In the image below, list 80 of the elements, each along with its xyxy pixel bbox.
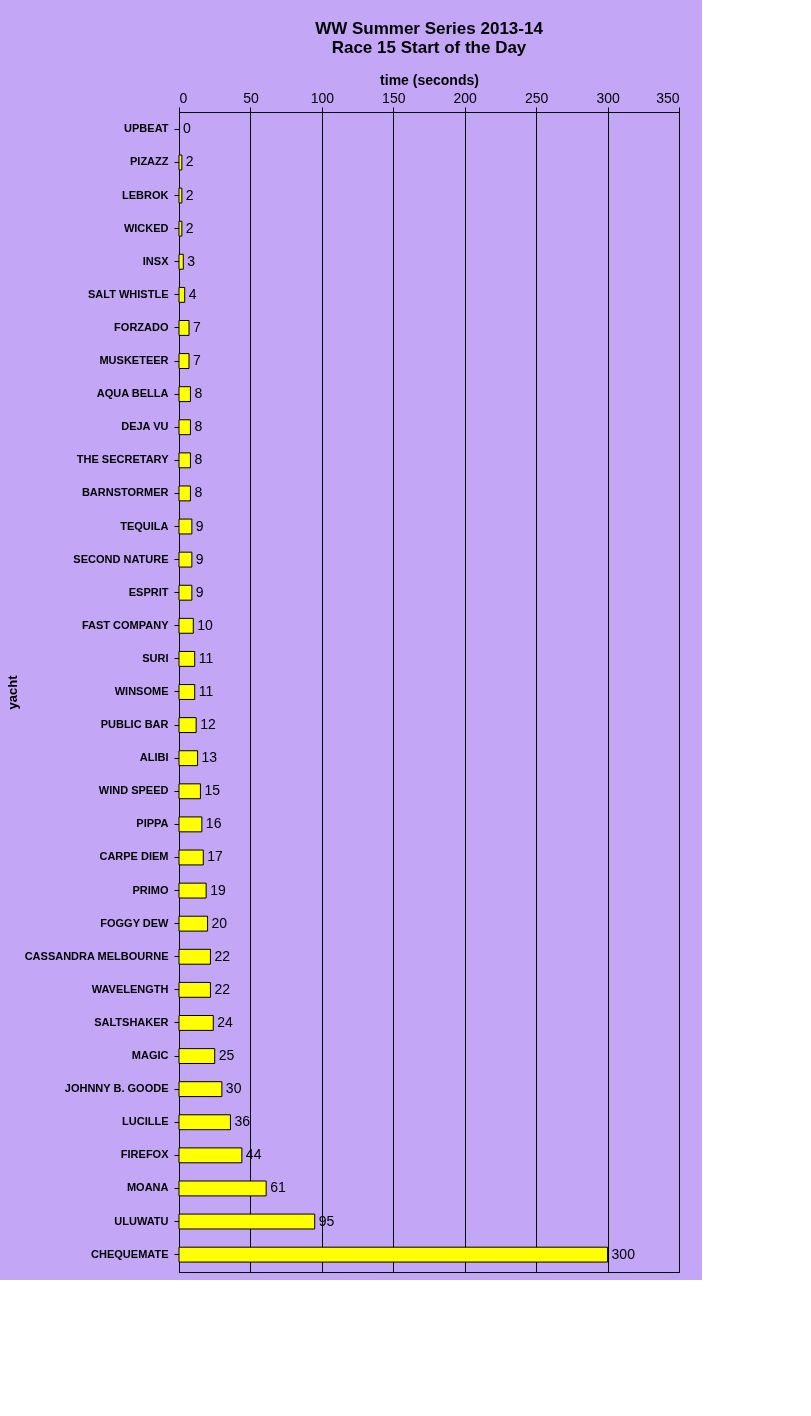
y-tick-label: ESPRIT bbox=[128, 585, 169, 598]
data-label: 22 bbox=[214, 980, 231, 997]
y-tick-label: SURI bbox=[142, 651, 169, 664]
y-tick-label: FORZADO bbox=[114, 320, 169, 333]
y-tick-label: FAST COMPANY bbox=[81, 618, 170, 631]
data-label: 8 bbox=[194, 385, 203, 402]
y-tick-label: INSX bbox=[142, 254, 170, 267]
data-label: 24 bbox=[217, 1013, 234, 1030]
y-tick-label: UPBEAT bbox=[124, 122, 169, 135]
data-label: 11 bbox=[198, 683, 214, 699]
y-tick-label: CHEQUEMATE bbox=[91, 1247, 169, 1260]
y-tick-label: CARPE DIEM bbox=[99, 850, 169, 863]
y-tick-label: PIZAZZ bbox=[130, 155, 169, 168]
data-label: 9 bbox=[195, 550, 204, 567]
y-tick-label: CASSANDRA MELBOURNE bbox=[24, 949, 169, 962]
data-label: 0 bbox=[183, 120, 191, 137]
data-label: 30 bbox=[225, 1080, 242, 1097]
y-tick-label: WIND SPEED bbox=[98, 784, 169, 797]
data-label: 15 bbox=[204, 782, 221, 799]
data-label: 300 bbox=[611, 1245, 636, 1262]
data-label: 19 bbox=[210, 881, 226, 898]
data-label: 22 bbox=[214, 947, 231, 964]
y-tick-label: DEJA VU bbox=[121, 420, 169, 433]
y-tick-label: MOANA bbox=[126, 1181, 169, 1194]
data-label: 36 bbox=[234, 1113, 251, 1130]
x-tick-label: 100 bbox=[310, 89, 335, 106]
y-tick-label: ALIBI bbox=[139, 751, 169, 764]
data-label: 9 bbox=[195, 583, 204, 600]
y-tick-label: SALT WHISTLE bbox=[88, 287, 169, 300]
y-tick-label: PUBLIC BAR bbox=[100, 718, 169, 731]
y-tick-label: THE SECRETARY bbox=[76, 453, 170, 466]
data-label: 4 bbox=[188, 285, 197, 302]
text: WW Summer Series 2013-14 bbox=[315, 19, 543, 38]
data-label: 12 bbox=[200, 716, 216, 733]
x-tick-label: 200 bbox=[453, 89, 478, 106]
x-tick-label: 150 bbox=[382, 89, 406, 106]
data-label: 2 bbox=[185, 219, 194, 236]
data-label: 7 bbox=[193, 318, 201, 335]
data-label: 3 bbox=[187, 252, 196, 269]
y-tick-label: PRIMO bbox=[132, 883, 169, 896]
data-label: 61 bbox=[270, 1179, 286, 1196]
data-label: 8 bbox=[194, 484, 203, 501]
y-tick-label: BARNSTORMER bbox=[81, 486, 169, 499]
data-label: 17 bbox=[207, 848, 224, 865]
y-tick-label: PIPPA bbox=[136, 817, 169, 830]
data-label: 25 bbox=[218, 1047, 235, 1064]
data-label: 8 bbox=[194, 451, 203, 468]
y-tick-label: LUCILLE bbox=[122, 1115, 169, 1128]
data-label: 13 bbox=[201, 749, 218, 766]
y-tick-label: ULUWATU bbox=[114, 1214, 169, 1227]
y-tick-label: SALTSHAKER bbox=[94, 1015, 169, 1028]
x-tick-label: 300 bbox=[596, 89, 620, 106]
data-label: 10 bbox=[197, 616, 214, 633]
y-tick-label: LEBROK bbox=[122, 188, 169, 201]
data-label: 9 bbox=[195, 517, 204, 534]
x-tick-label: 250 bbox=[524, 89, 549, 106]
data-label: 8 bbox=[194, 418, 203, 435]
y-tick-label: MUSKETEER bbox=[99, 354, 169, 367]
y-tick-label: JOHNNY B. GOODE bbox=[64, 1082, 169, 1095]
data-label: 20 bbox=[211, 914, 228, 931]
x-tick-label: 350 bbox=[656, 89, 680, 106]
y-axis-title: yacht bbox=[5, 674, 21, 710]
data-label: 7 bbox=[193, 352, 201, 369]
y-tick-label: TEQUILA bbox=[120, 519, 169, 532]
y-tick-label: FIREFOX bbox=[120, 1148, 170, 1161]
y-tick-label: WINSOME bbox=[114, 685, 169, 697]
data-label: 11 bbox=[198, 649, 214, 666]
x-tick-label: 0 bbox=[179, 89, 188, 106]
data-label: 16 bbox=[205, 815, 222, 832]
y-tick-label: WAVELENGTH bbox=[91, 982, 169, 995]
y-tick-label: AQUA BELLA bbox=[96, 387, 169, 400]
x-axis-title: time (seconds) bbox=[380, 71, 479, 88]
data-label: 2 bbox=[185, 186, 194, 203]
text: Race 15 Start of the Day bbox=[331, 38, 527, 57]
y-tick-label: MAGIC bbox=[131, 1049, 169, 1062]
y-tick-label: FOGGY DEW bbox=[100, 916, 170, 929]
y-tick-label: WICKED bbox=[123, 221, 169, 234]
y-tick-label: SECOND NATURE bbox=[73, 552, 169, 565]
x-tick-label: 50 bbox=[243, 89, 259, 106]
data-label: 2 bbox=[185, 153, 194, 170]
